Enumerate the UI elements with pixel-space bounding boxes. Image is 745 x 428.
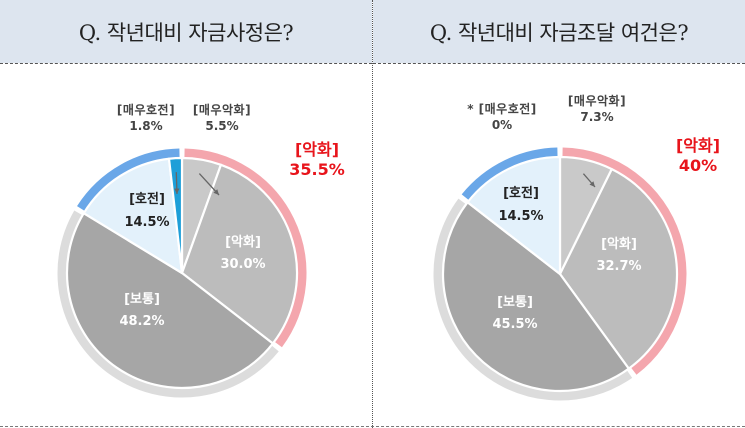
label-worsened-group-name: [악화] <box>294 140 340 159</box>
label-improved: [호전] 14.5% <box>124 188 169 234</box>
label-neutral-name: [보통] <box>497 295 533 310</box>
label-very-improved-name: [매우호전] <box>116 103 176 117</box>
label-worsened: [악화] 30.0% <box>220 232 265 276</box>
label-neutral-value: 48.2% <box>119 314 165 329</box>
leader-arrowhead <box>213 189 219 195</box>
pie-slice-3 <box>466 155 562 276</box>
label-very-improved: * [매우호전] 0% <box>467 101 537 133</box>
panel-header: Q. 작년대비 자금조달 여건은? <box>373 0 745 63</box>
label-worsened-group: [악화] 35.5% <box>289 140 345 180</box>
header-divider <box>0 63 372 64</box>
label-improved-name: [호전] <box>129 192 165 207</box>
label-very-improved-name: * [매우호전] <box>467 102 537 116</box>
pie-slice-2 <box>441 201 630 393</box>
chart-panel-financing-conditions: Q. 작년대비 자금조달 여건은? * [매우호전] 0% [매우악화] 7.3… <box>373 0 745 428</box>
label-very-worsened-name: [매우악화] <box>567 94 627 108</box>
label-very-improved: [매우호전] 1.8% <box>117 102 175 134</box>
label-very-worsened: [매우악화] 5.5% <box>193 102 251 134</box>
label-worsened-name: [악화] <box>601 237 637 252</box>
pie-slice-4 <box>167 156 184 275</box>
pie-chart <box>433 147 687 401</box>
panel-divider <box>372 0 373 428</box>
label-worsened-group-value: 40% <box>678 156 718 175</box>
pie-slice-1 <box>558 167 679 370</box>
bottom-divider <box>0 426 745 427</box>
ring-segment-호전 <box>461 147 558 201</box>
pie-slice-3 <box>82 157 184 275</box>
label-worsened-value: 32.7% <box>596 259 642 274</box>
ring-segment-악화 <box>184 148 307 348</box>
label-very-worsened-name: [매우악화] <box>192 103 252 117</box>
ring-segment-호전 <box>77 148 180 211</box>
label-improved: [호전] 14.5% <box>498 182 543 228</box>
leader-arrowhead <box>589 181 595 187</box>
label-improved-value: 14.5% <box>498 209 544 224</box>
panel-header: Q. 작년대비 자금사정은? <box>0 0 372 63</box>
label-very-worsened-value: 5.5% <box>205 119 239 133</box>
ring-segment-악화 <box>562 147 687 375</box>
chart-panel-funding-status: Q. 작년대비 자금사정은? [매우호전] 1.8% [매우악화] 5.5% [… <box>0 0 372 428</box>
label-worsened-group-value: 35.5% <box>289 160 345 179</box>
label-worsened-group-name: [악화] <box>675 136 721 155</box>
label-worsened-group: [악화] 40% <box>676 136 720 176</box>
label-very-improved-value: 1.8% <box>129 119 163 133</box>
ring-segment-보통 <box>57 210 279 398</box>
label-worsened: [악화] 32.7% <box>596 234 641 278</box>
label-improved-value: 14.5% <box>124 215 170 230</box>
label-very-worsened: [매우악화] 7.3% <box>568 93 626 125</box>
pie-slice-2 <box>65 212 274 390</box>
label-neutral-name: [보통] <box>124 292 160 307</box>
label-very-worsened-value: 7.3% <box>580 110 614 124</box>
pie-slice-1 <box>180 163 299 345</box>
chart-title: Q. 작년대비 자금사정은? <box>78 20 294 45</box>
label-worsened-name: [악화] <box>225 235 261 250</box>
label-neutral-value: 45.5% <box>492 317 538 332</box>
label-improved-name: [호전] <box>503 186 539 201</box>
leader-arrowhead <box>174 188 180 194</box>
label-very-improved-value: 0% <box>491 118 513 132</box>
chart-title: Q. 작년대비 자금조달 여건은? <box>429 20 689 45</box>
label-neutral: [보통] 45.5% <box>492 292 537 336</box>
ring-segment-보통 <box>433 198 633 401</box>
label-neutral: [보통] 48.2% <box>119 289 164 333</box>
label-worsened-value: 30.0% <box>220 257 266 272</box>
header-divider <box>373 63 745 64</box>
pie-chart <box>57 148 307 398</box>
